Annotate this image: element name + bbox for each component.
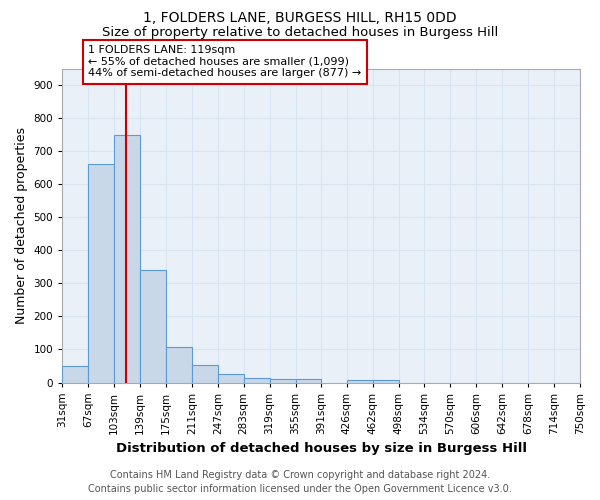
Bar: [166, 347, 192, 382]
Text: Contains HM Land Registry data © Crown copyright and database right 2024.
Contai: Contains HM Land Registry data © Crown c…: [88, 470, 512, 494]
X-axis label: Distribution of detached houses by size in Burgess Hill: Distribution of detached houses by size …: [116, 442, 527, 455]
Bar: [244, 378, 269, 382]
Y-axis label: Number of detached properties: Number of detached properties: [15, 127, 28, 324]
Bar: [62, 366, 88, 382]
Bar: [347, 380, 373, 382]
Bar: [88, 164, 114, 382]
Bar: [269, 378, 296, 382]
Bar: [114, 134, 140, 382]
Bar: [218, 374, 244, 382]
Text: 1, FOLDERS LANE, BURGESS HILL, RH15 0DD: 1, FOLDERS LANE, BURGESS HILL, RH15 0DD: [143, 11, 457, 25]
Text: Size of property relative to detached houses in Burgess Hill: Size of property relative to detached ho…: [102, 26, 498, 39]
Bar: [140, 270, 166, 382]
Bar: [373, 380, 398, 382]
Text: 1 FOLDERS LANE: 119sqm
← 55% of detached houses are smaller (1,099)
44% of semi-: 1 FOLDERS LANE: 119sqm ← 55% of detached…: [88, 46, 361, 78]
Bar: [192, 366, 218, 382]
Bar: [296, 379, 322, 382]
